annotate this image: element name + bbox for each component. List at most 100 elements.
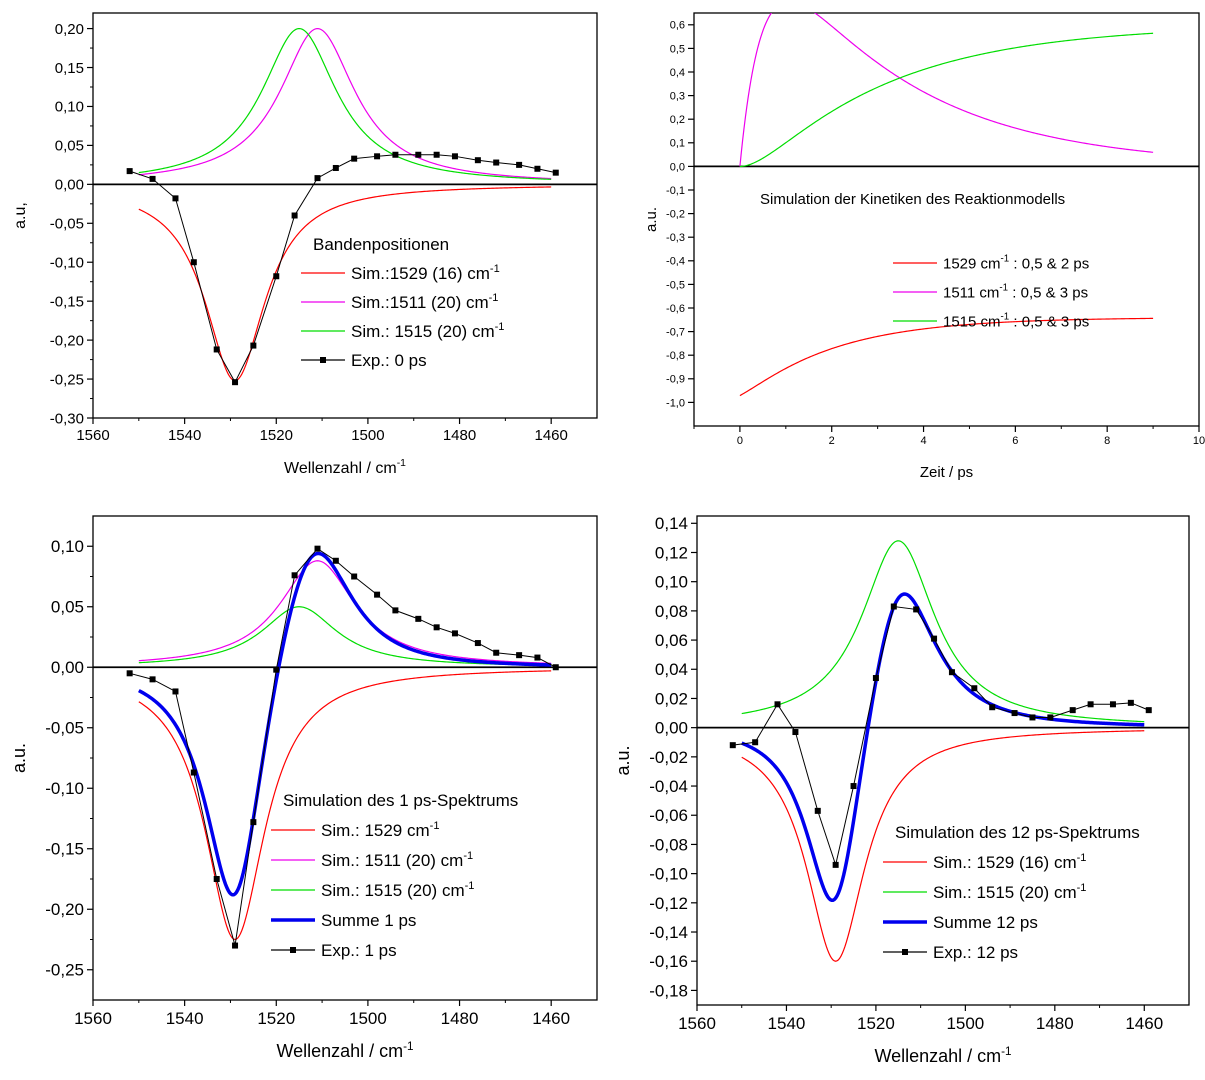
legend-entry: Summe 12 ps <box>933 913 1038 932</box>
data-point <box>1088 701 1094 707</box>
y-tick-label: 0,0 <box>670 161 685 173</box>
data-point <box>127 670 133 676</box>
x-tick-label: 1540 <box>768 1014 806 1033</box>
legend-entry: Sim.: 1529 cm-1 <box>321 820 439 840</box>
data-point <box>1012 710 1018 716</box>
y-tick-label: -0,3 <box>666 232 685 244</box>
y-tick-label: -0,12 <box>649 894 688 913</box>
legend: Bandenpositionen Sim.:1529 (16) cm-1 Sim.:… <box>301 235 504 370</box>
data-point <box>315 175 321 181</box>
x-axis-label: Zeit / ps <box>920 464 973 481</box>
data-point <box>374 592 380 598</box>
x-tick-label: 6 <box>1012 435 1018 447</box>
y-tick-label: 0,15 <box>55 60 84 77</box>
x-tick-label: 4 <box>920 435 926 447</box>
x-tick-label: 1500 <box>946 1014 984 1033</box>
x-tick-label: 1520 <box>257 1009 295 1028</box>
series-sim-1529-16-cm-line <box>139 187 551 381</box>
plot-frame <box>694 13 1199 426</box>
y-tick-label: -0,1 <box>666 185 685 197</box>
x-axis-label: Wellenzahl / cm-1 <box>284 458 406 477</box>
legend-entry: Summe 1 ps <box>321 911 416 930</box>
y-tick-label: 0,00 <box>655 719 688 738</box>
y-tick-label: 0,4 <box>670 67 685 79</box>
data-point <box>775 701 781 707</box>
y-tick-label: 0,00 <box>51 658 84 677</box>
y-tick-label: 0,05 <box>51 598 84 617</box>
y-tick-label: -0,10 <box>649 865 688 884</box>
data-point <box>971 685 977 691</box>
y-axis-label: a.u, <box>12 202 29 229</box>
data-point <box>1110 701 1116 707</box>
data-point <box>452 630 458 636</box>
y-tick-label: -0,15 <box>50 293 84 310</box>
series-sim-1515-20-cm-line <box>742 541 1145 722</box>
legend-entry: Sim.:1511 (20) cm-1 <box>351 292 498 312</box>
x-tick-label: 1500 <box>349 1009 387 1028</box>
legend-title: Bandenpositionen <box>313 235 449 254</box>
legend-entry: 1511 cm-1 : 0,5 & 3 ps <box>943 282 1088 301</box>
data-point <box>292 213 298 219</box>
data-point <box>493 160 499 166</box>
data-point <box>815 808 821 814</box>
y-tick-label: -0,10 <box>50 254 84 271</box>
data-point <box>792 729 798 735</box>
data-point <box>232 379 238 385</box>
data-point <box>475 640 481 646</box>
legend-marker <box>320 357 326 363</box>
y-tick-label: -0,9 <box>666 374 685 386</box>
legend-entry: Exp.: 12 ps <box>933 943 1018 962</box>
series-1511-cm-line <box>740 1 1153 166</box>
y-tick-label: -0,14 <box>649 923 688 942</box>
data-point <box>873 675 879 681</box>
data-point <box>392 607 398 613</box>
x-tick-label: 1520 <box>857 1014 895 1033</box>
y-tick-label: 0,05 <box>55 138 84 155</box>
legend-entry: Sim.:1529 (16) cm-1 <box>351 263 500 283</box>
data-point <box>191 259 197 265</box>
y-tick-label: -0,04 <box>649 777 688 796</box>
y-tick-label: 0,10 <box>51 537 84 556</box>
series-sim-1515-20-cm-line <box>139 607 551 666</box>
data-point <box>1029 714 1035 720</box>
chart-1: 1560 1540 1520 1500 1480 1460 -0,30 -0,25 -0,20 -… <box>12 13 597 477</box>
x-axis-label: Wellenzahl / cm-1 <box>276 1040 413 1061</box>
x-tick-label: 1520 <box>260 427 293 444</box>
data-point <box>931 636 937 642</box>
data-point <box>415 152 421 158</box>
y-tick-label: 0,6 <box>670 20 685 32</box>
data-point <box>232 943 238 949</box>
y-tick-label: -0,02 <box>649 748 688 767</box>
y-tick-label: -0,05 <box>45 719 84 738</box>
x-tick-label: 1560 <box>76 427 109 444</box>
y-tick-label: -0,06 <box>649 806 688 825</box>
x-tick-label: 1560 <box>74 1009 112 1028</box>
data-point <box>172 688 178 694</box>
data-point <box>1047 714 1053 720</box>
y-tick-label: 0,00 <box>55 177 84 194</box>
data-point <box>553 170 559 176</box>
y-tick-label: -0,08 <box>649 835 688 854</box>
legend: Simulation der Kinetiken des Reaktionmod… <box>760 191 1089 330</box>
data-point <box>150 176 156 182</box>
y-tick-label: 0,14 <box>655 514 688 533</box>
data-point <box>214 876 220 882</box>
legend-entry: Sim.: 1511 (20) cm-1 <box>321 850 473 870</box>
data-point <box>415 616 421 622</box>
y-tick-label: -0,05 <box>50 216 84 233</box>
x-tick-label: 1460 <box>1125 1014 1163 1033</box>
x-tick-label: 1460 <box>532 1009 570 1028</box>
y-tick-label: -1,0 <box>666 397 685 409</box>
legend: Simulation des 1 ps-SpektrumsSim.: 1529 … <box>271 791 518 960</box>
series-summe-1-ps-line <box>139 553 551 894</box>
data-point <box>127 168 133 174</box>
legend: Simulation des 12 ps-SpektrumsSim.: 1529… <box>883 823 1140 962</box>
data-point <box>534 166 540 172</box>
y-tick-label: -0,4 <box>666 256 685 268</box>
x-tick-label: 1480 <box>441 1009 479 1028</box>
y-tick-label: -0,6 <box>666 303 685 315</box>
x-axis-label: Wellenzahl / cm-1 <box>874 1045 1011 1066</box>
data-point <box>250 343 256 349</box>
chart-2: 0 2 4 6 8 10-1,0-0,9-0,8-0,7-0,6-0,5-0,4-0,3-… <box>643 1 1205 481</box>
y-tick-label: 0,1 <box>670 138 685 150</box>
